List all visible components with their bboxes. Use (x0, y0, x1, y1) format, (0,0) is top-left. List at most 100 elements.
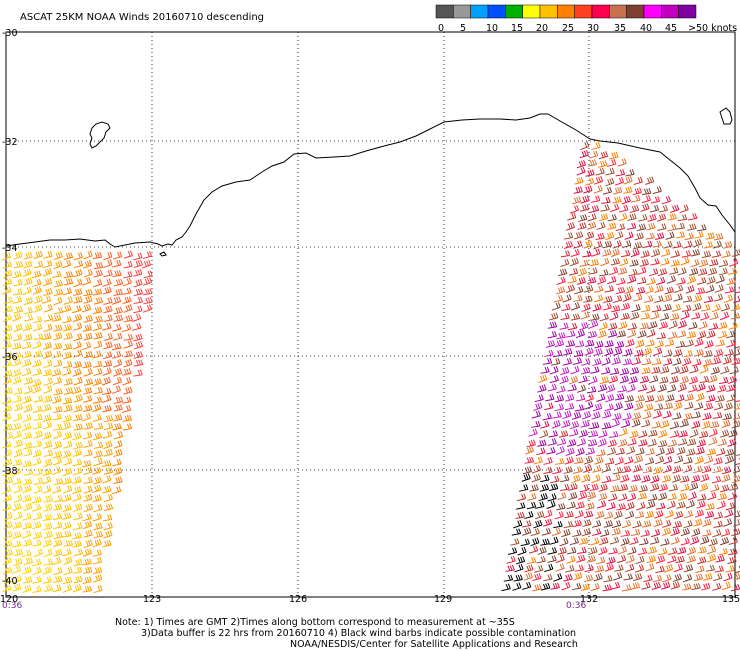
longitude-label: 135 (722, 594, 740, 605)
wind-barb (683, 510, 694, 519)
wind-barb (718, 267, 728, 276)
wind-barb (531, 410, 541, 419)
wind-barb (610, 203, 620, 213)
wind-barb (718, 376, 729, 385)
wind-barb (529, 484, 539, 492)
wind-barb (102, 278, 112, 287)
wind-barb (590, 195, 601, 203)
wind-barb (617, 158, 627, 167)
wind-barb (652, 574, 663, 583)
wind-barb (581, 357, 591, 366)
wind-barb (113, 448, 123, 458)
wind-barb (581, 528, 592, 537)
wind-barb (691, 420, 701, 429)
wind-barb (571, 196, 582, 205)
wind-barb (3, 576, 14, 584)
wind-barb (93, 441, 104, 449)
wind-barb (540, 366, 550, 374)
wind-barb (630, 311, 640, 320)
wind-barb (102, 286, 112, 295)
wind-barb (680, 527, 690, 537)
wind-barb (601, 357, 611, 366)
longitude-label: 132 (580, 594, 598, 605)
legend-label: >50 knots (688, 23, 737, 34)
wind-barb (93, 296, 104, 305)
wind-barb (582, 464, 593, 473)
wind-barb (123, 333, 134, 341)
wind-barb (621, 519, 632, 529)
wind-barb (613, 572, 623, 581)
wind-barb (102, 485, 112, 494)
wind-barb (516, 502, 526, 510)
wind-barb (575, 394, 586, 402)
wind-barb (52, 512, 63, 521)
wind-barb (547, 493, 557, 502)
wind-barb (53, 332, 63, 341)
wind-barb (103, 422, 114, 431)
wind-barb (83, 351, 94, 359)
wind-barb (2, 556, 12, 565)
wind-barb (625, 563, 635, 573)
wind-barb (717, 438, 727, 447)
wind-barb (519, 484, 529, 492)
wind-barb (591, 411, 601, 420)
wind-barb (618, 212, 628, 222)
wind-barb (713, 233, 724, 241)
wind-barb (734, 403, 740, 411)
wind-barb (579, 150, 589, 159)
wind-barb (577, 491, 588, 500)
wind-barb (587, 330, 598, 339)
wind-barb (626, 222, 637, 230)
wind-barb (572, 529, 582, 538)
wind-barb (543, 518, 553, 527)
wind-barb (561, 528, 571, 538)
wind-barb (600, 204, 610, 212)
wind-barb (598, 546, 608, 556)
wind-barb (3, 431, 14, 440)
wind-barb (656, 502, 666, 510)
wind-barb (655, 447, 665, 457)
wind-barb (102, 404, 112, 413)
legend-label: 0 (438, 23, 444, 34)
wind-barb (621, 249, 631, 258)
wind-barb (677, 214, 688, 222)
wind-barb (674, 455, 684, 464)
wind-barb (630, 528, 641, 536)
wind-barb (560, 474, 570, 483)
wind-barb (709, 421, 720, 429)
wind-barb (603, 575, 613, 583)
wind-barb (589, 259, 599, 267)
wind-barb (574, 456, 584, 464)
wind-barb (584, 401, 594, 410)
wind-barb (567, 322, 578, 331)
wind-barb (53, 423, 63, 431)
wind-barb (33, 295, 43, 304)
wind-barb (53, 495, 63, 503)
wind-barb (43, 259, 53, 269)
wind-barb (92, 494, 102, 502)
wind-barb (530, 528, 540, 537)
wind-barb (617, 267, 628, 275)
wind-barb (93, 386, 103, 395)
wind-barb (53, 388, 63, 396)
wind-barb (41, 295, 52, 304)
wind-barb (682, 295, 693, 303)
wind-barb (73, 413, 83, 422)
wind-barb (708, 374, 718, 384)
longitude-labels: 120 123 126 129 132 135 (0, 594, 740, 605)
wind-barb (639, 538, 649, 546)
wind-barb (640, 312, 651, 320)
wind-barb (560, 312, 570, 321)
wind-barb (113, 440, 123, 449)
wind-barb (521, 581, 532, 590)
wind-barb (563, 240, 574, 249)
wind-barb (635, 339, 645, 348)
wind-barb (565, 564, 575, 573)
wind-barb (132, 322, 142, 331)
wind-barb (515, 511, 525, 519)
wind-barb (133, 341, 144, 350)
wind-barb (596, 500, 607, 509)
wind-barb (607, 329, 618, 338)
wind-barb (586, 555, 596, 563)
